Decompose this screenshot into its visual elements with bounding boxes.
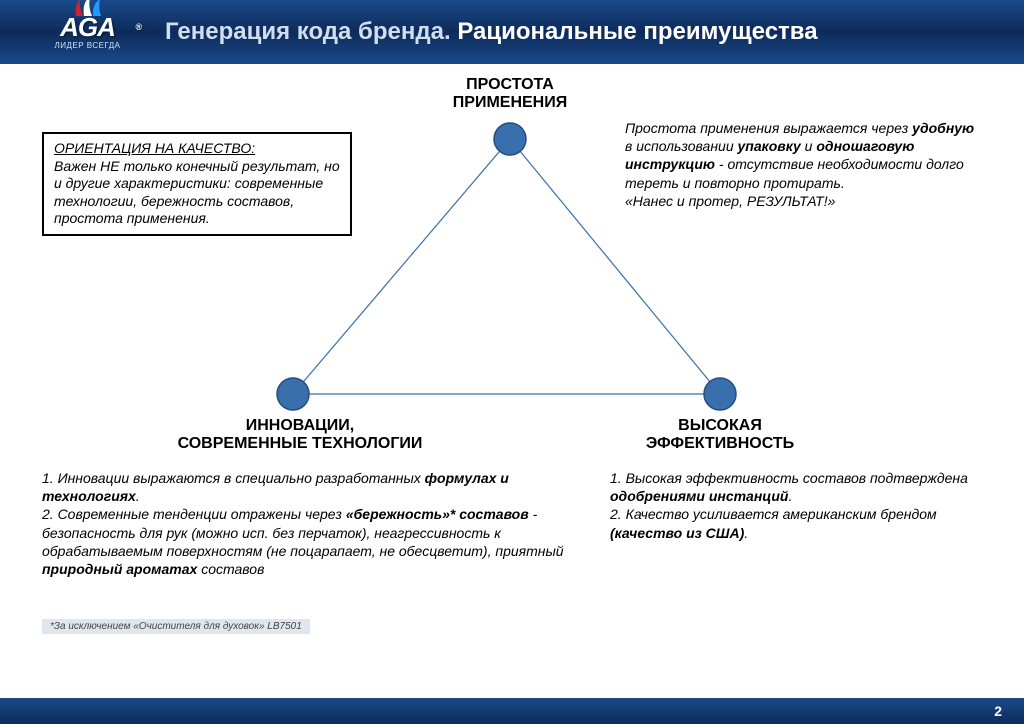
footnote: *За исключением «Очистителя для духовок»… (42, 619, 310, 634)
logo-text: AGA® (40, 12, 135, 43)
logo-tagline: ЛИДЕР ВСЕГДА (40, 41, 135, 50)
innovation-description: 1. Инновации выражаются в специально раз… (42, 469, 572, 578)
slide-content: ПРОСТОТАПРИМЕНЕНИЯ ИННОВАЦИИ,СОВРЕМЕННЫЕ… (0, 64, 1024, 664)
quality-orientation-box: ОРИЕНТАЦИЯ НА КАЧЕСТВО: Важен НЕ только … (42, 132, 352, 236)
slide-footer: 2 (0, 698, 1024, 724)
simplicity-description: Простота применения выражается через удо… (625, 119, 975, 210)
slide-title: Генерация кода бренда. Рациональные преи… (165, 18, 818, 46)
page-number: 2 (994, 703, 1002, 719)
title-suffix: Рациональные преимущества (457, 18, 817, 45)
logo: AGA® ЛИДЕР ВСЕГДА (40, 0, 135, 68)
title-prefix: Генерация кода бренда. (165, 18, 451, 45)
vertex-label-top: ПРОСТОТАПРИМЕНЕНИЯ (380, 76, 640, 112)
quality-box-heading: ОРИЕНТАЦИЯ НА КАЧЕСТВО: (54, 140, 255, 156)
slide-header: AGA® ЛИДЕР ВСЕГДА Генерация кода бренда.… (0, 0, 1024, 64)
effectiveness-description: 1. Высокая эффективность составов подтве… (610, 469, 970, 542)
vertex-label-left: ИННОВАЦИИ,СОВРЕМЕННЫЕ ТЕХНОЛОГИИ (120, 417, 480, 453)
quality-box-body: Важен НЕ только конечный результат, но и… (54, 158, 340, 227)
vertex-label-right: ВЫСОКАЯЭФФЕКТИВНОСТЬ (580, 417, 860, 453)
